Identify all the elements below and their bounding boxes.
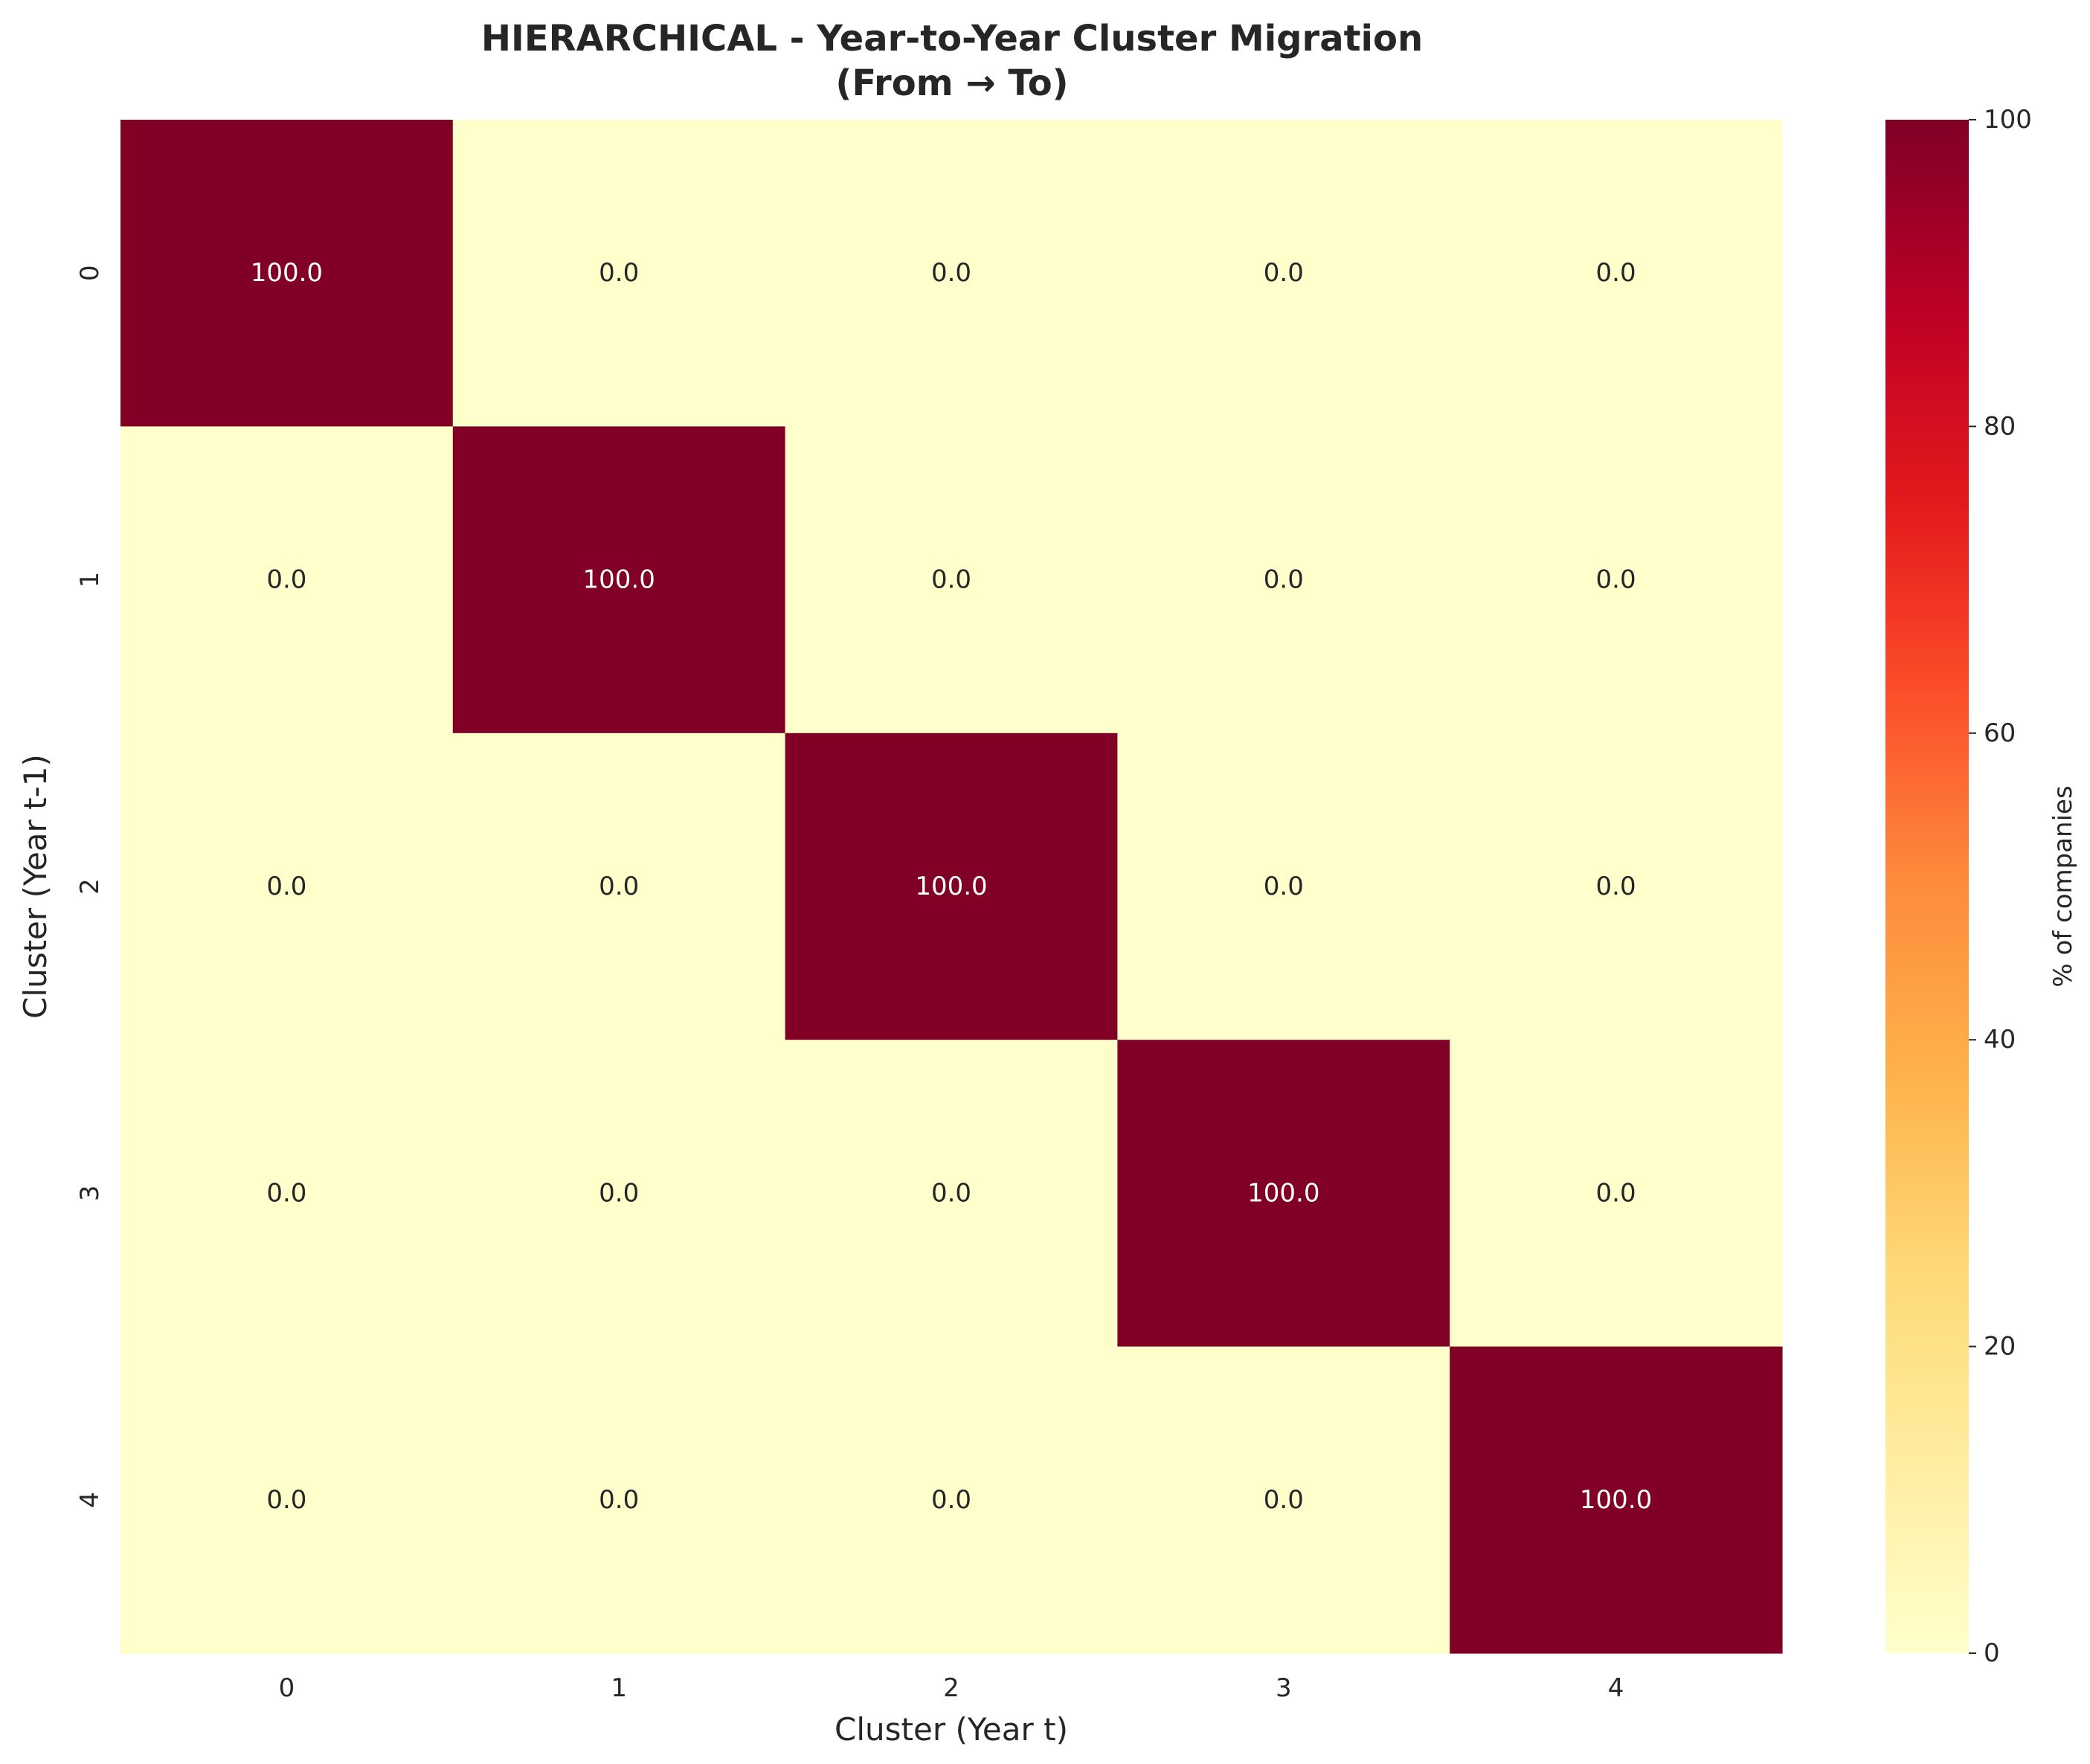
heatmap-cell-4-1 — [452, 1346, 786, 1654]
heatmap-cell-0-4 — [1450, 120, 1783, 427]
cell-value-label-3-2: 0.0 — [931, 1178, 971, 1208]
heatmap-cell-1-2 — [785, 426, 1118, 734]
colorbar-tick-label-20: 20 — [1984, 1332, 2016, 1362]
heatmap-cell-0-2 — [785, 120, 1118, 427]
heatmap-cell-2-0 — [120, 733, 454, 1040]
heatmap-cell-0-3 — [1117, 120, 1450, 427]
heatmap-cell-0-0 — [120, 120, 454, 427]
x-axis-ticks: 0 1 2 3 4 — [279, 1673, 1624, 1703]
cell-value-label-2-4: 0.0 — [1596, 872, 1636, 901]
heatmap-cell-4-3 — [1117, 1346, 1450, 1654]
heatmap-cell-4-4 — [1450, 1346, 1783, 1654]
x-tick-label-3: 3 — [1276, 1673, 1292, 1703]
cell-value-label-0-1: 0.0 — [599, 258, 639, 288]
y-tick-label-3: 3 — [75, 1185, 105, 1202]
y-tick-label-2: 2 — [75, 878, 105, 895]
x-axis-label: Cluster (Year t) — [835, 1711, 1068, 1748]
heatmap-cell-2-3 — [1117, 733, 1450, 1040]
chart-title-line-1: HIERARCHICAL - Year-to-Year Cluster Migr… — [480, 18, 1424, 59]
heatmap-cell-2-4 — [1450, 733, 1783, 1040]
cell-value-label-1-2: 0.0 — [931, 565, 971, 595]
heatmap-cell-3-2 — [785, 1040, 1118, 1348]
cell-value-label-0-3: 0.0 — [1264, 258, 1304, 288]
x-tick-label-4: 4 — [1608, 1673, 1624, 1703]
y-tick-label-1: 1 — [75, 572, 105, 588]
colorbar — [1885, 120, 1969, 1653]
heatmap-cell-3-1 — [452, 1040, 786, 1348]
heatmap-cell-2-2 — [785, 733, 1118, 1040]
cell-value-label-1-4: 0.0 — [1596, 565, 1636, 595]
colorbar-tick-label-0: 0 — [1984, 1638, 2000, 1668]
cell-value-label-0-2: 0.0 — [931, 258, 971, 288]
cell-value-label-1-1: 100.0 — [583, 565, 655, 595]
y-axis-label: Cluster (Year t-1) — [17, 754, 54, 1019]
cell-value-label-1-3: 0.0 — [1264, 565, 1304, 595]
heatmap-cell-1-0 — [120, 426, 454, 734]
heatmap-cell-0-1 — [452, 120, 786, 427]
colorbar-tick-label-40: 40 — [1984, 1025, 2016, 1055]
heatmap-cell-1-1 — [452, 426, 786, 734]
cell-value-label-0-0: 100.0 — [251, 258, 323, 288]
heatmap-cell-1-4 — [1450, 426, 1783, 734]
colorbar-tick-label-80: 80 — [1984, 411, 2016, 441]
x-tick-label-2: 2 — [943, 1673, 959, 1703]
cell-value-label-2-3: 0.0 — [1264, 872, 1304, 901]
heatmap-cell-3-0 — [120, 1040, 454, 1348]
x-tick-label-0: 0 — [279, 1673, 295, 1703]
y-tick-label-0: 0 — [75, 265, 105, 281]
cell-value-label-3-1: 0.0 — [599, 1178, 639, 1208]
cell-value-label-4-0: 0.0 — [266, 1485, 306, 1515]
chart-title-line-2: (From → To) — [835, 62, 1069, 104]
colorbar-tick-label-100: 100 — [1984, 105, 2032, 135]
heatmap-cell-4-0 — [120, 1346, 454, 1654]
heatmap-cell-3-3 — [1117, 1040, 1450, 1348]
heatmap-cell-4-2 — [785, 1346, 1118, 1654]
cell-value-label-0-4: 0.0 — [1596, 258, 1636, 288]
cell-value-label-1-0: 0.0 — [266, 565, 306, 595]
colorbar-ticks: 0 20 40 60 80 100 — [1969, 105, 2032, 1668]
cell-value-label-3-3: 100.0 — [1247, 1178, 1319, 1208]
y-tick-label-4: 4 — [75, 1492, 105, 1508]
heatmap-cell-2-1 — [452, 733, 786, 1040]
heatmap-cell-1-3 — [1117, 426, 1450, 734]
x-tick-label-1: 1 — [611, 1673, 627, 1703]
cell-value-label-4-1: 0.0 — [599, 1485, 639, 1515]
cell-value-label-2-2: 100.0 — [915, 872, 987, 901]
chart-title: HIERARCHICAL - Year-to-Year Cluster Migr… — [0, 16, 1904, 106]
cell-annotations: 100.0 0.0 0.0 0.0 0.0 0.0 100.0 0.0 0.0 0.0 0.0 0.0… — [251, 258, 1653, 1515]
cell-value-label-3-4: 0.0 — [1596, 1178, 1636, 1208]
cell-value-label-4-4: 100.0 — [1580, 1485, 1652, 1515]
colorbar-label: % of companies — [2048, 785, 2078, 987]
cell-value-label-4-3: 0.0 — [1264, 1485, 1304, 1515]
cell-value-label-4-2: 0.0 — [931, 1485, 971, 1515]
heatmap-cells — [120, 120, 1783, 1654]
cell-value-label-2-1: 0.0 — [599, 872, 639, 901]
heatmap-cell-3-4 — [1450, 1040, 1783, 1348]
cell-value-label-2-0: 0.0 — [266, 872, 306, 901]
cell-value-label-3-0: 0.0 — [266, 1178, 306, 1208]
y-axis-ticks: 0 1 2 3 4 — [75, 265, 105, 1507]
colorbar-tick-label-60: 60 — [1984, 718, 2016, 748]
